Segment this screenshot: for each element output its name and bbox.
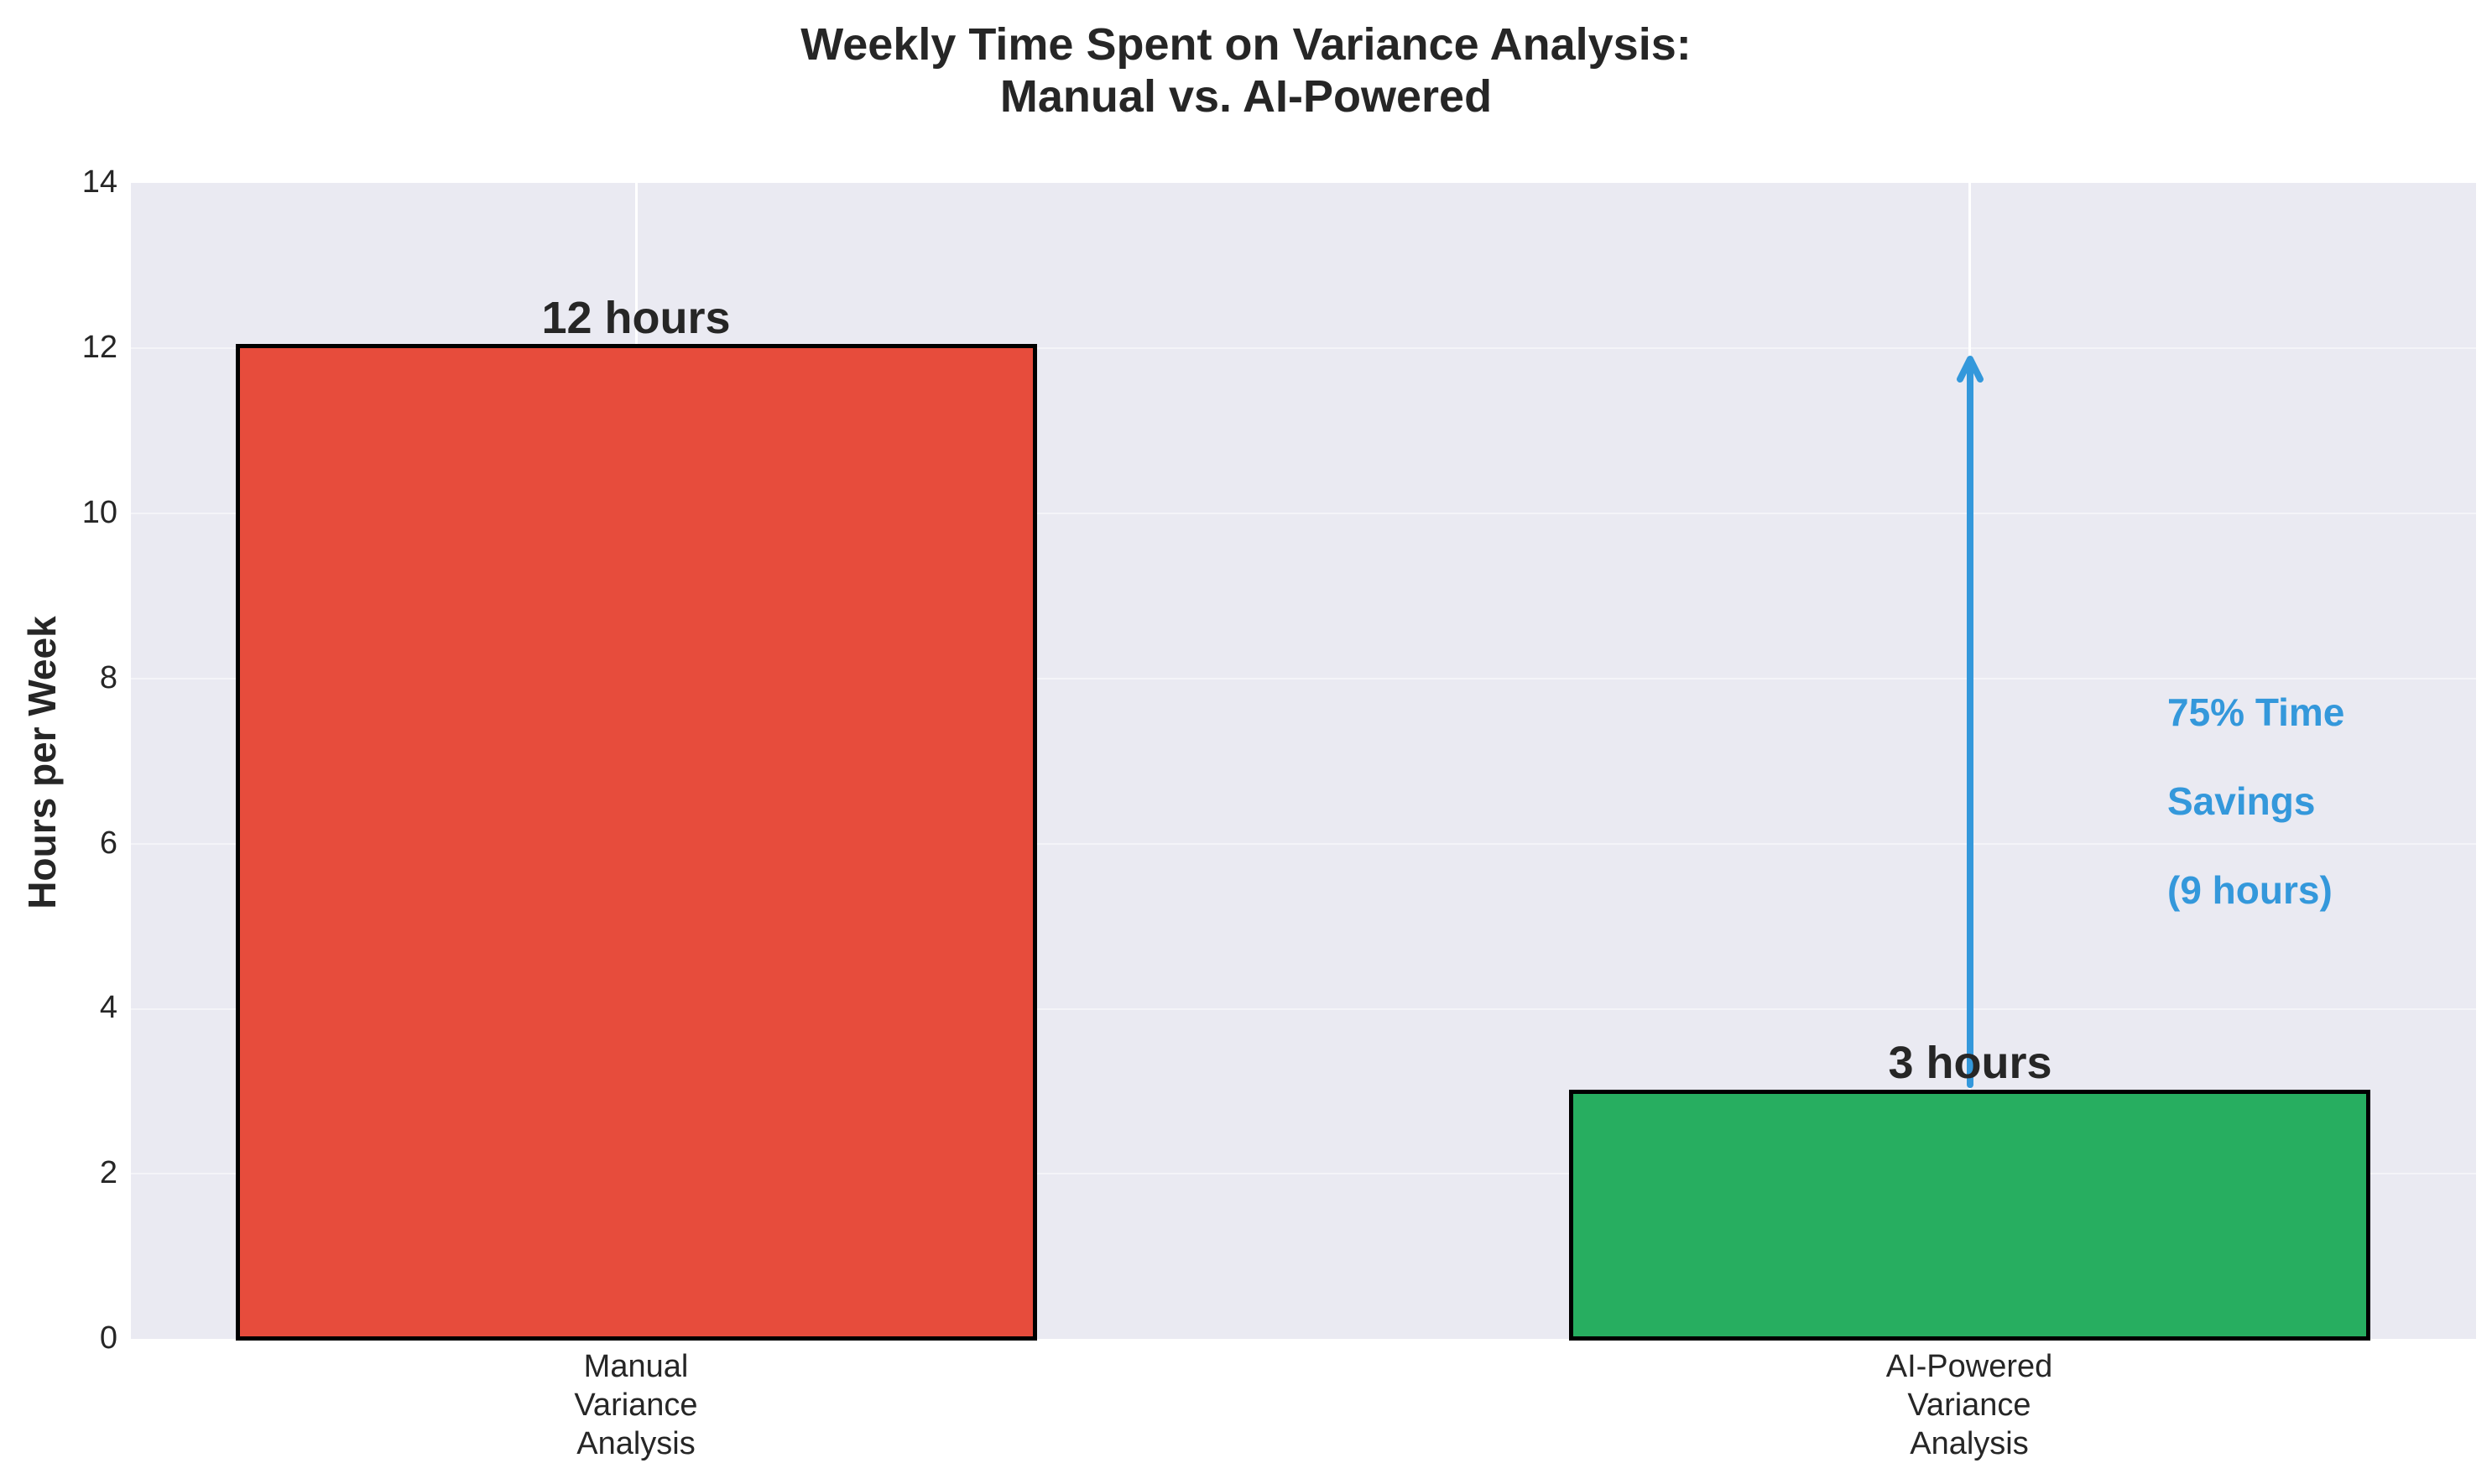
x-tick-ai-line-3: Analysis <box>1910 1426 2029 1461</box>
bar-label-ai-powered: 3 hours <box>1888 1038 2052 1088</box>
bar-manual[interactable] <box>236 344 1037 1341</box>
bar-ai-powered[interactable] <box>1569 1090 2370 1341</box>
y-tick-2: 2 <box>99 1155 117 1190</box>
gridline-8 <box>131 678 2476 680</box>
savings-arrow-icon <box>1957 356 1984 1088</box>
y-tick-0: 0 <box>99 1320 117 1356</box>
y-tick-10: 10 <box>81 495 117 530</box>
gridline-4 <box>131 1008 2476 1010</box>
x-tick-ai-powered: AI-Powered Variance Analysis <box>1801 1347 2137 1463</box>
y-tick-8: 8 <box>99 660 117 695</box>
y-tick-4: 4 <box>99 990 117 1025</box>
annotation-line-3: (9 hours) <box>2167 868 2333 912</box>
annotation-line-2: Savings <box>2167 779 2316 823</box>
x-tick-ai-line-2: Variance <box>1907 1388 2031 1423</box>
bar-label-manual: 12 hours <box>541 293 731 343</box>
x-tick-manual: Manual Variance Analysis <box>468 1347 804 1463</box>
x-tick-manual-line-1: Manual <box>583 1349 689 1384</box>
gridline-10 <box>131 513 2476 514</box>
plot-area: 12 hours 3 hours 75% Time Savings (9 hou… <box>131 183 2476 1341</box>
gridline-6 <box>131 843 2476 845</box>
chart-title-line-1: Weekly Time Spent on Variance Analysis: <box>800 19 1692 70</box>
y-tick-6: 6 <box>99 825 117 861</box>
y-axis-label: Hours per Week <box>20 616 64 909</box>
x-tick-manual-line-3: Analysis <box>576 1426 696 1461</box>
y-tick-14: 14 <box>81 164 117 200</box>
x-tick-ai-line-1: AI-Powered <box>1885 1349 2053 1384</box>
gridline-2 <box>131 1173 2476 1174</box>
chart-title-line-2: Manual vs. AI-Powered <box>999 71 1493 122</box>
savings-annotation: 75% Time Savings (9 hours) <box>2167 646 2344 957</box>
x-tick-manual-line-2: Variance <box>574 1388 698 1423</box>
y-tick-12: 12 <box>81 330 117 365</box>
annotation-line-1: 75% Time <box>2167 690 2345 734</box>
gridline-12 <box>131 347 2476 349</box>
